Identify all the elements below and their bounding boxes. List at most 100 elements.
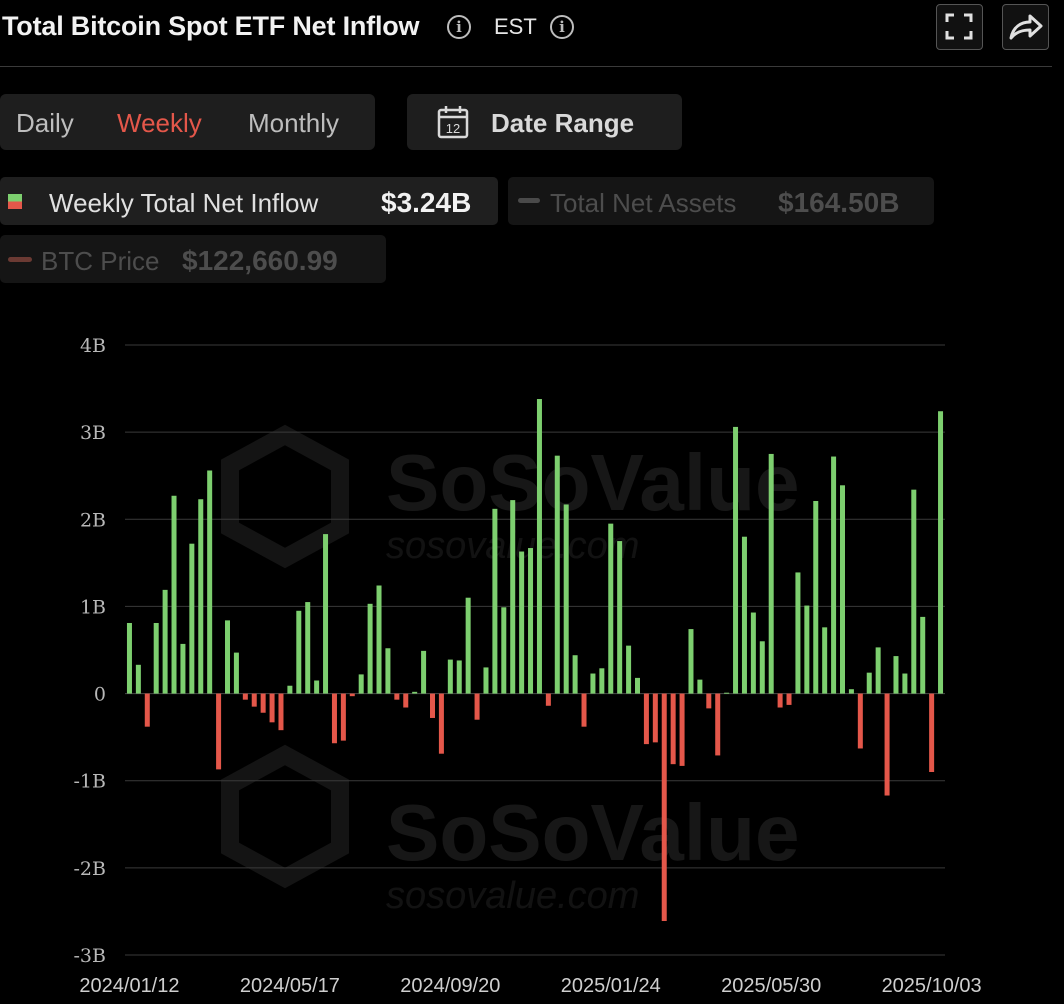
bar[interactable] — [492, 508, 498, 694]
bar[interactable] — [768, 453, 774, 694]
bar[interactable] — [438, 693, 444, 754]
bar[interactable] — [536, 399, 542, 694]
bar[interactable] — [795, 572, 801, 694]
bar[interactable] — [278, 693, 284, 731]
bar[interactable] — [706, 693, 712, 709]
bar[interactable] — [421, 650, 427, 694]
bar[interactable] — [777, 693, 783, 708]
bar[interactable] — [528, 548, 534, 694]
bar[interactable] — [144, 693, 150, 727]
bar[interactable] — [296, 610, 302, 694]
bar[interactable] — [394, 693, 400, 700]
bar[interactable] — [670, 693, 676, 765]
bar[interactable] — [510, 500, 516, 694]
bar[interactable] — [251, 693, 257, 707]
bar[interactable] — [412, 691, 418, 694]
bar[interactable] — [474, 693, 480, 720]
bar[interactable] — [456, 660, 462, 694]
bar[interactable] — [189, 543, 195, 694]
bar[interactable] — [198, 499, 204, 694]
tab-daily[interactable]: Daily — [16, 108, 74, 138]
bar[interactable] — [358, 674, 364, 694]
bar[interactable] — [733, 426, 739, 694]
bar[interactable] — [216, 693, 222, 770]
bar[interactable] — [715, 693, 721, 756]
bar[interactable] — [545, 693, 551, 706]
bar[interactable] — [323, 534, 329, 694]
bar[interactable] — [884, 693, 890, 796]
bar[interactable] — [305, 602, 311, 694]
bar[interactable] — [501, 607, 507, 694]
bar[interactable] — [697, 679, 703, 694]
bar[interactable] — [911, 489, 917, 694]
bar[interactable] — [750, 612, 756, 694]
bar[interactable] — [643, 693, 649, 745]
bar[interactable] — [652, 693, 658, 743]
bar[interactable] — [581, 693, 587, 727]
date-range-button[interactable]: 12 Date Range — [407, 94, 682, 150]
bar[interactable] — [857, 693, 863, 749]
bar[interactable] — [376, 585, 382, 694]
bar[interactable] — [635, 677, 640, 694]
bar[interactable] — [831, 456, 837, 694]
bar[interactable] — [349, 693, 355, 697]
bar[interactable] — [483, 667, 489, 694]
bar[interactable] — [207, 470, 213, 694]
bar[interactable] — [430, 693, 435, 718]
bar[interactable] — [590, 673, 596, 694]
bar[interactable] — [162, 589, 168, 694]
tab-weekly[interactable]: Weekly — [117, 108, 202, 138]
info-icon[interactable]: i — [447, 15, 471, 39]
bar[interactable] — [813, 500, 819, 694]
bar[interactable] — [848, 689, 854, 694]
bar[interactable] — [153, 622, 159, 694]
bar[interactable] — [938, 411, 944, 694]
bar[interactable] — [269, 693, 275, 723]
bar[interactable] — [688, 629, 694, 694]
bar[interactable] — [385, 648, 391, 694]
legend-item-btc-price[interactable]: BTC Price $122,660.99 — [0, 235, 386, 283]
legend-item-net-inflow[interactable]: Weekly Total Net Inflow $3.24B — [0, 177, 498, 225]
bar[interactable] — [866, 672, 872, 694]
bar[interactable] — [875, 647, 881, 694]
bar[interactable] — [724, 692, 730, 694]
bar[interactable] — [617, 541, 623, 694]
bar[interactable] — [679, 693, 685, 766]
bar[interactable] — [572, 655, 578, 694]
bar[interactable] — [741, 536, 747, 694]
bar[interactable] — [242, 693, 248, 700]
bar[interactable] — [171, 495, 177, 694]
tab-monthly[interactable]: Monthly — [248, 108, 340, 138]
bar[interactable] — [554, 455, 560, 694]
timezone-info-icon[interactable]: i — [550, 15, 574, 39]
bar[interactable] — [822, 627, 828, 694]
bar[interactable] — [840, 485, 845, 694]
bar[interactable] — [608, 523, 614, 694]
bar[interactable] — [519, 551, 525, 694]
bar[interactable] — [367, 603, 373, 694]
bar[interactable] — [126, 622, 132, 694]
bar[interactable] — [893, 656, 899, 694]
bar[interactable] — [403, 693, 409, 708]
bar[interactable] — [661, 693, 667, 922]
bar[interactable] — [233, 652, 239, 694]
bar[interactable] — [135, 664, 141, 694]
bar[interactable] — [759, 641, 765, 694]
bar[interactable] — [563, 504, 569, 694]
bar[interactable] — [599, 668, 605, 694]
bar[interactable] — [331, 693, 337, 744]
share-button[interactable] — [1002, 4, 1049, 50]
bar[interactable] — [287, 685, 293, 694]
bar[interactable] — [225, 620, 230, 694]
bar[interactable] — [447, 659, 453, 694]
bar[interactable] — [902, 673, 908, 694]
bar[interactable] — [804, 605, 810, 694]
bar[interactable] — [786, 693, 792, 705]
bar[interactable] — [180, 643, 186, 694]
fullscreen-button[interactable] — [936, 4, 983, 50]
bar[interactable] — [340, 693, 346, 741]
bar[interactable] — [929, 693, 935, 772]
bar[interactable] — [920, 616, 926, 694]
legend-item-total-assets[interactable]: Total Net Assets $164.50B — [508, 177, 934, 225]
bar[interactable] — [314, 680, 320, 694]
